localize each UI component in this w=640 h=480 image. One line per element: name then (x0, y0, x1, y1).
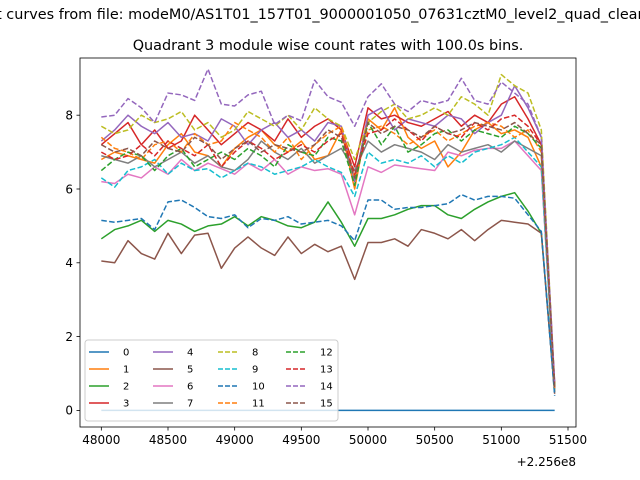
legend-label-13: 13 (320, 365, 333, 376)
legend-label-2: 2 (123, 382, 129, 393)
series-line-14 (101, 68, 556, 383)
x-tick-label: 49500 (282, 433, 320, 447)
x-tick-label: 51500 (549, 433, 587, 447)
series-line-2 (100, 191, 556, 393)
y-tick-label: 4 (65, 256, 73, 270)
legend-label-5: 5 (187, 365, 193, 376)
legend-label-8: 8 (252, 348, 258, 359)
series-line-10 (101, 193, 556, 396)
x-tick-label: 51000 (482, 433, 520, 447)
series-line-7 (101, 140, 556, 392)
series-line-8 (100, 73, 556, 385)
series-line-3 (100, 96, 556, 385)
legend-label-14: 14 (320, 382, 333, 393)
y-axis: 0 2 4 6 8 (65, 108, 80, 418)
legend-label-10: 10 (252, 382, 265, 393)
y-tick-label: 8 (65, 108, 73, 122)
y-tick-label: 0 (65, 404, 73, 418)
x-tick-label: 48000 (82, 433, 120, 447)
axes-frame (79, 57, 577, 428)
x-axis: 48000 48500 49000 49500 50000 50500 51000 51500 (82, 427, 587, 447)
y-tick-label: 2 (65, 330, 73, 344)
x-tick-label: 48500 (149, 433, 187, 447)
x-tick-label: 49000 (216, 433, 254, 447)
legend-box (84, 339, 339, 422)
series-line-13 (100, 114, 556, 387)
legend-label-3: 3 (123, 399, 129, 410)
legend-label-15: 15 (320, 399, 333, 410)
x-tick-label: 50500 (416, 433, 454, 447)
plot-area (100, 68, 556, 412)
series-line-5 (101, 219, 556, 394)
x-tick-label: 50000 (349, 433, 387, 447)
chart-title: Quadrant 3 module wise count rates with … (133, 38, 524, 54)
series-line-15 (100, 121, 556, 389)
legend-label-0: 0 (123, 348, 129, 359)
series-line-6 (101, 140, 556, 391)
legend-label-12: 12 (320, 348, 333, 359)
legend-label-6: 6 (187, 382, 193, 393)
legend-label-4: 4 (187, 348, 193, 359)
series-line-9 (100, 136, 556, 392)
series-line-4 (100, 84, 556, 389)
legend-label-1: 1 (123, 365, 129, 376)
figure-suptitle: Light curves from file: modeM0/AS1T01_15… (0, 7, 640, 23)
legend-label-7: 7 (187, 399, 193, 410)
legend-label-9: 9 (252, 365, 258, 376)
legend-label-11: 11 (252, 399, 265, 410)
y-tick-label: 6 (65, 182, 73, 196)
x-axis-offset-label: +2.256e8 (517, 455, 576, 469)
